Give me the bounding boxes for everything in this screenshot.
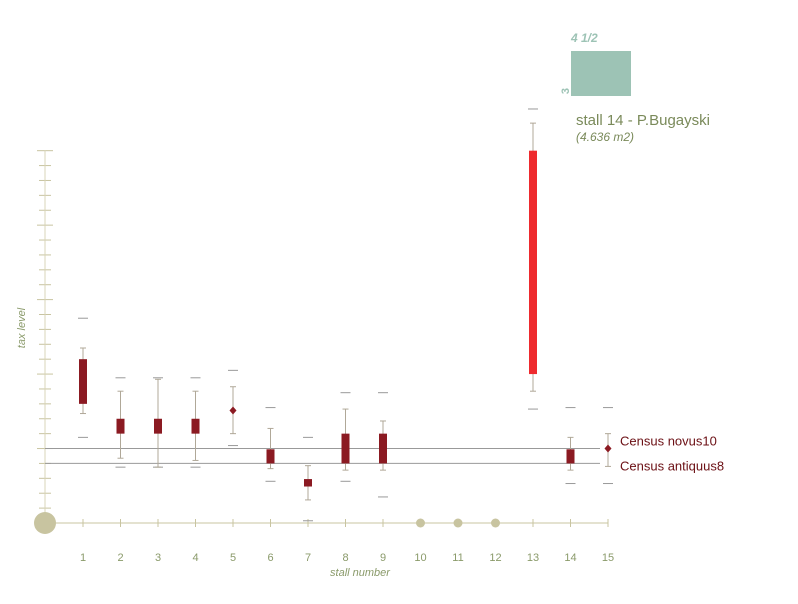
tooltip: 4 1/2 3 stall 14 - P.Bugayski (4.636 m2) (560, 31, 710, 144)
x-axis-label: stall number (330, 567, 391, 579)
point (491, 518, 500, 528)
y-axis-label: tax level (16, 307, 28, 348)
box (566, 449, 575, 464)
x-tick-label: 15 (602, 552, 614, 564)
box (304, 479, 312, 487)
box (266, 449, 275, 464)
x-tick-label: 1 (80, 552, 86, 564)
reference-label: Census novus10 (620, 434, 717, 449)
x-tick-label: 14 (564, 552, 576, 564)
x-tick-label: 9 (380, 552, 386, 564)
x-tick-label: 6 (267, 552, 273, 564)
tooltip-title: stall 14 - P.Bugayski (576, 112, 710, 129)
point (229, 406, 237, 415)
reference-label: Census antiquus8 (620, 459, 724, 474)
x-tick-label: 8 (342, 552, 348, 564)
x-tick-label: 2 (117, 552, 123, 564)
tooltip-swatch (571, 51, 631, 96)
x-tick-label: 10 (414, 552, 426, 564)
box (79, 359, 87, 404)
x-tick-label: 12 (489, 552, 501, 564)
x-tick-label: 13 (527, 552, 539, 564)
x-tick-label: 3 (155, 552, 161, 564)
reference-name: Census antiquus (620, 459, 717, 474)
x-tick-label: 7 (305, 552, 311, 564)
x-tick-label: 11 (452, 552, 463, 564)
x-tick-label: 4 (192, 552, 198, 564)
tooltip-height: 3 (560, 88, 572, 94)
origin-dot (34, 512, 56, 534)
tooltip-area: (4.636 m2) (576, 130, 634, 144)
box (341, 433, 350, 464)
reference-value: 8 (717, 459, 724, 474)
box (379, 433, 387, 464)
box (116, 418, 125, 434)
reference-name: Census novus (620, 434, 703, 449)
reference-value: 10 (702, 434, 716, 449)
x-tick-label: 5 (230, 552, 236, 564)
box (529, 150, 537, 375)
tooltip-width: 4 1/2 (570, 31, 598, 45)
point (416, 518, 425, 528)
box (191, 418, 200, 434)
point (453, 518, 463, 528)
box (154, 418, 162, 434)
point (604, 444, 612, 453)
